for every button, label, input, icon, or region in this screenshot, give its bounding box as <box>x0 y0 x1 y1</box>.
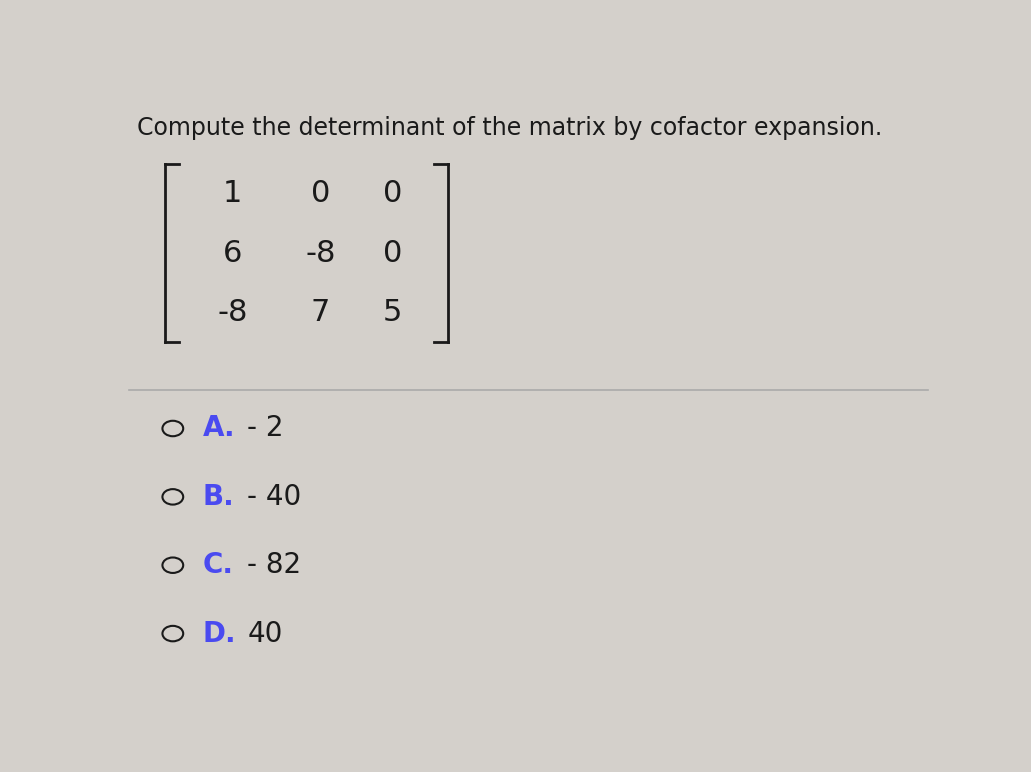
Text: B.: B. <box>202 482 234 511</box>
Text: - 2: - 2 <box>247 415 284 442</box>
Text: - 40: - 40 <box>247 482 301 511</box>
Text: -8: -8 <box>218 298 248 327</box>
Text: -8: -8 <box>305 239 336 268</box>
Text: 6: 6 <box>223 239 242 268</box>
Text: C.: C. <box>202 551 233 579</box>
Text: 7: 7 <box>311 298 330 327</box>
Text: 0: 0 <box>311 179 330 208</box>
Text: 1: 1 <box>223 179 242 208</box>
Text: 0: 0 <box>383 179 402 208</box>
Text: A.: A. <box>202 415 235 442</box>
Text: - 82: - 82 <box>247 551 301 579</box>
Text: Compute the determinant of the matrix by cofactor expansion.: Compute the determinant of the matrix by… <box>137 117 883 141</box>
Text: D.: D. <box>202 620 236 648</box>
Text: 0: 0 <box>383 239 402 268</box>
Text: 40: 40 <box>247 620 282 648</box>
Text: 5: 5 <box>383 298 402 327</box>
